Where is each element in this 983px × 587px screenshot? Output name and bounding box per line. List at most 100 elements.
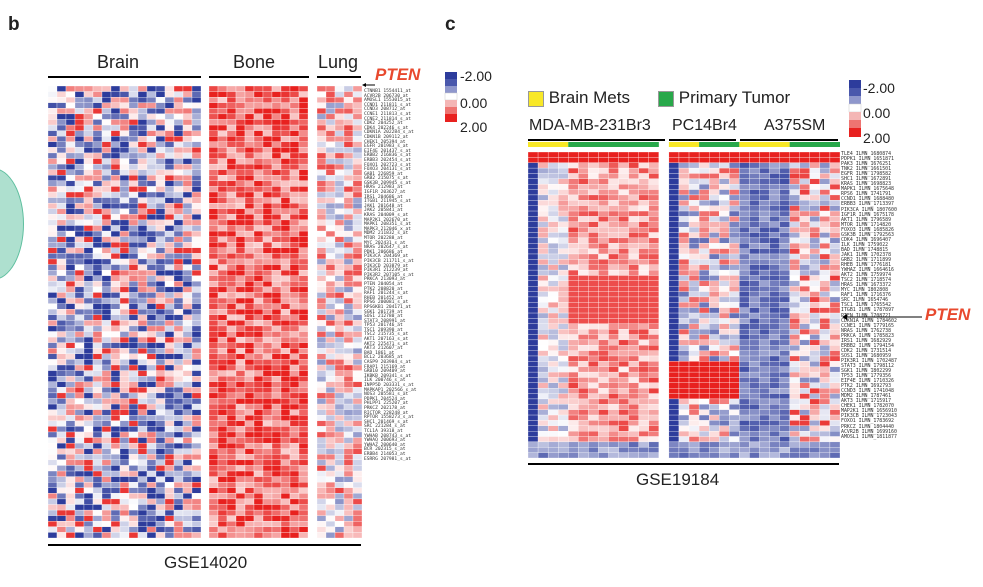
heatmap-cell bbox=[352, 521, 363, 527]
heatmap-cell bbox=[769, 409, 780, 416]
brain-mets-label: Brain Mets bbox=[548, 88, 630, 107]
heatmap-cell bbox=[173, 197, 184, 204]
heatmap-cell bbox=[343, 208, 354, 215]
heatmap-cell bbox=[759, 184, 770, 190]
heatmap-cell bbox=[110, 286, 121, 293]
heatmap-cell bbox=[128, 515, 139, 522]
heatmap-cell bbox=[173, 219, 184, 226]
heatmap-cell bbox=[253, 297, 264, 304]
heatmap-cell bbox=[578, 210, 589, 217]
heatmap-cell bbox=[527, 296, 539, 303]
heatmap-cell bbox=[648, 162, 659, 169]
heatmap-cell bbox=[352, 225, 363, 232]
heatmap-cell bbox=[343, 454, 354, 461]
heatmap-cell bbox=[638, 157, 649, 163]
heatmap-cell bbox=[128, 119, 139, 126]
heatmap-cell bbox=[244, 303, 255, 310]
heatmap-cell bbox=[110, 180, 121, 187]
heatmap-cell bbox=[568, 329, 579, 335]
heatmap-cell bbox=[74, 437, 85, 444]
heatmap-cell bbox=[92, 247, 103, 254]
heatmap-cell bbox=[578, 377, 589, 383]
heatmap-cell bbox=[182, 476, 193, 483]
heatmap-cell bbox=[638, 162, 649, 169]
heatmap-cell bbox=[128, 387, 139, 394]
heatmap-cell bbox=[262, 392, 273, 399]
heatmap-cell bbox=[608, 178, 619, 185]
heatmap-cell bbox=[119, 130, 130, 137]
heatmap-cell bbox=[759, 388, 770, 394]
heatmap-cell bbox=[74, 454, 85, 461]
heatmap-cell bbox=[709, 237, 720, 244]
heatmap-cell bbox=[101, 269, 112, 276]
heatmap-cell bbox=[244, 208, 255, 215]
heatmap-cell bbox=[678, 339, 690, 346]
heatmap-cell bbox=[779, 296, 790, 303]
heatmap-cell bbox=[779, 323, 790, 330]
heatmap-cell bbox=[638, 334, 649, 341]
heatmap-cell bbox=[128, 292, 139, 299]
heatmap-cell bbox=[628, 382, 639, 389]
heatmap-cell bbox=[271, 242, 282, 248]
heatmap-cell bbox=[688, 259, 700, 265]
heatmap-cell bbox=[226, 320, 237, 327]
heatmap-cell bbox=[217, 269, 228, 276]
heatmap-cell bbox=[110, 97, 121, 103]
heatmap-cell bbox=[74, 108, 85, 115]
heatmap-cell bbox=[648, 194, 659, 201]
heatmap-cell bbox=[155, 442, 166, 449]
heatmap-cell bbox=[155, 292, 166, 299]
heatmap-cell bbox=[618, 296, 629, 303]
heatmap-cell bbox=[92, 521, 103, 527]
heatmap-cell bbox=[65, 242, 76, 248]
heatmap-cell bbox=[698, 264, 710, 271]
heatmap-cell bbox=[92, 163, 103, 170]
heatmap-cell bbox=[298, 152, 309, 159]
heatmap-cell bbox=[578, 205, 589, 212]
heatmap-cell bbox=[809, 173, 821, 179]
heatmap-cell bbox=[47, 381, 58, 388]
heatmap-cell bbox=[226, 381, 237, 388]
heatmap-cell bbox=[568, 264, 579, 271]
heatmap-cell bbox=[65, 504, 76, 511]
heatmap-cell bbox=[137, 465, 148, 472]
heatmap-cell bbox=[698, 259, 710, 265]
heatmap-cell bbox=[155, 275, 166, 282]
heatmap-cell bbox=[325, 476, 336, 483]
heatmap-cell bbox=[316, 97, 327, 103]
heatmap-cell bbox=[56, 303, 67, 310]
heatmap-cell bbox=[217, 364, 228, 371]
heatmap-cell bbox=[343, 236, 354, 243]
heatmap-cell bbox=[829, 307, 841, 314]
bone-bracket bbox=[209, 76, 309, 78]
heatmap-cell bbox=[739, 157, 750, 163]
heatmap-cell bbox=[334, 459, 345, 466]
heatmap-cell bbox=[719, 323, 730, 330]
heatmap-cell bbox=[568, 393, 579, 400]
heatmap-cell bbox=[719, 275, 730, 281]
heatmap-cell bbox=[698, 243, 710, 249]
heatmap-cell bbox=[101, 247, 112, 254]
heatmap-cell bbox=[334, 482, 345, 488]
heatmap-cell bbox=[92, 309, 103, 315]
heatmap-cell bbox=[164, 264, 175, 271]
heatmap-cell bbox=[262, 191, 273, 198]
heatmap-cell bbox=[343, 526, 354, 533]
heatmap-cell bbox=[226, 426, 237, 433]
heatmap-cell bbox=[316, 242, 327, 248]
heatmap-cell bbox=[155, 303, 166, 310]
heatmap-cell bbox=[208, 264, 219, 271]
heatmap-cell bbox=[829, 194, 841, 201]
heatmap-cell bbox=[83, 264, 94, 271]
heatmap-cell bbox=[547, 151, 559, 158]
heatmap-cell bbox=[253, 342, 264, 349]
heatmap-cell bbox=[217, 175, 228, 182]
heatmap-cell bbox=[578, 345, 589, 351]
heatmap-cell bbox=[316, 348, 327, 355]
heatmap-cell bbox=[588, 157, 599, 163]
heatmap-cell bbox=[101, 264, 112, 271]
gene-label: PIK3CA 204369_at bbox=[364, 254, 409, 260]
heatmap-cell bbox=[289, 359, 300, 366]
heatmap-cell bbox=[208, 370, 219, 377]
heatmap-cell bbox=[253, 314, 264, 321]
